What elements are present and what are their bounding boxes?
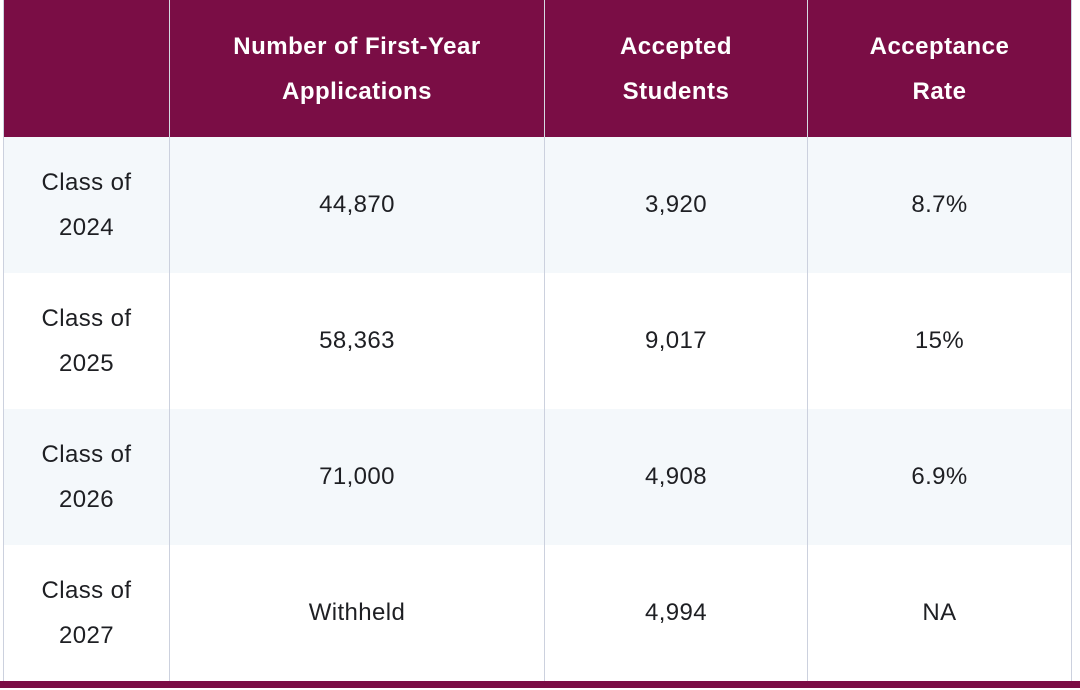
header-label-line: Acceptance	[869, 32, 1010, 60]
table-row-class-of-2027: Class of 2027 Withheld 4,994 NA	[3, 545, 1072, 681]
cell-accepted: 4,908	[544, 409, 808, 545]
cohort-label-line: Class of	[41, 305, 132, 332]
cell-rate: NA	[807, 545, 1072, 681]
cell-applications: 58,363	[169, 273, 545, 409]
cell-rate: 8.7%	[807, 137, 1072, 273]
header-cell-rate: Acceptance Rate	[807, 0, 1072, 137]
row-header-cohort: Class of 2024	[3, 137, 170, 273]
header-cell-accepted: Accepted Students	[544, 0, 808, 137]
table-row-class-of-2025: Class of 2025 58,363 9,017 15%	[3, 273, 1072, 409]
cell-accepted: 4,994	[544, 545, 808, 681]
bottom-accent-bar	[0, 681, 1080, 688]
cohort-label-line: 2024	[59, 214, 114, 241]
header-cell-empty	[3, 0, 170, 137]
cohort-label-line: Class of	[41, 577, 132, 604]
header-label-line: Students	[622, 77, 730, 105]
table-row-class-of-2024: Class of 2024 44,870 3,920 8.7%	[3, 137, 1072, 273]
cell-accepted: 3,920	[544, 137, 808, 273]
cell-accepted: 9,017	[544, 273, 808, 409]
header-label-line: Number of First-Year	[233, 32, 481, 60]
cohort-label-line: 2025	[59, 350, 114, 377]
cohort-label-line: 2027	[59, 622, 114, 649]
row-header-cohort: Class of 2027	[3, 545, 170, 681]
cohort-label-line: Class of	[41, 169, 132, 196]
header-cell-applications: Number of First-Year Applications	[169, 0, 545, 137]
table-row-class-of-2026: Class of 2026 71,000 4,908 6.9%	[3, 409, 1072, 545]
cell-rate: 6.9%	[807, 409, 1072, 545]
header-label-line: Accepted	[619, 32, 733, 60]
cell-applications: Withheld	[169, 545, 545, 681]
cohort-label-line: Class of	[41, 441, 132, 468]
cell-applications: 44,870	[169, 137, 545, 273]
cell-applications: 71,000	[169, 409, 545, 545]
cohort-label-line: 2026	[59, 486, 114, 513]
row-header-cohort: Class of 2025	[3, 273, 170, 409]
admissions-table: Number of First-Year Applications Accept…	[3, 0, 1072, 681]
header-label-line: Rate	[912, 77, 967, 105]
cell-rate: 15%	[807, 273, 1072, 409]
header-row: Number of First-Year Applications Accept…	[3, 0, 1072, 137]
row-header-cohort: Class of 2026	[3, 409, 170, 545]
header-label-line: Applications	[281, 77, 432, 105]
